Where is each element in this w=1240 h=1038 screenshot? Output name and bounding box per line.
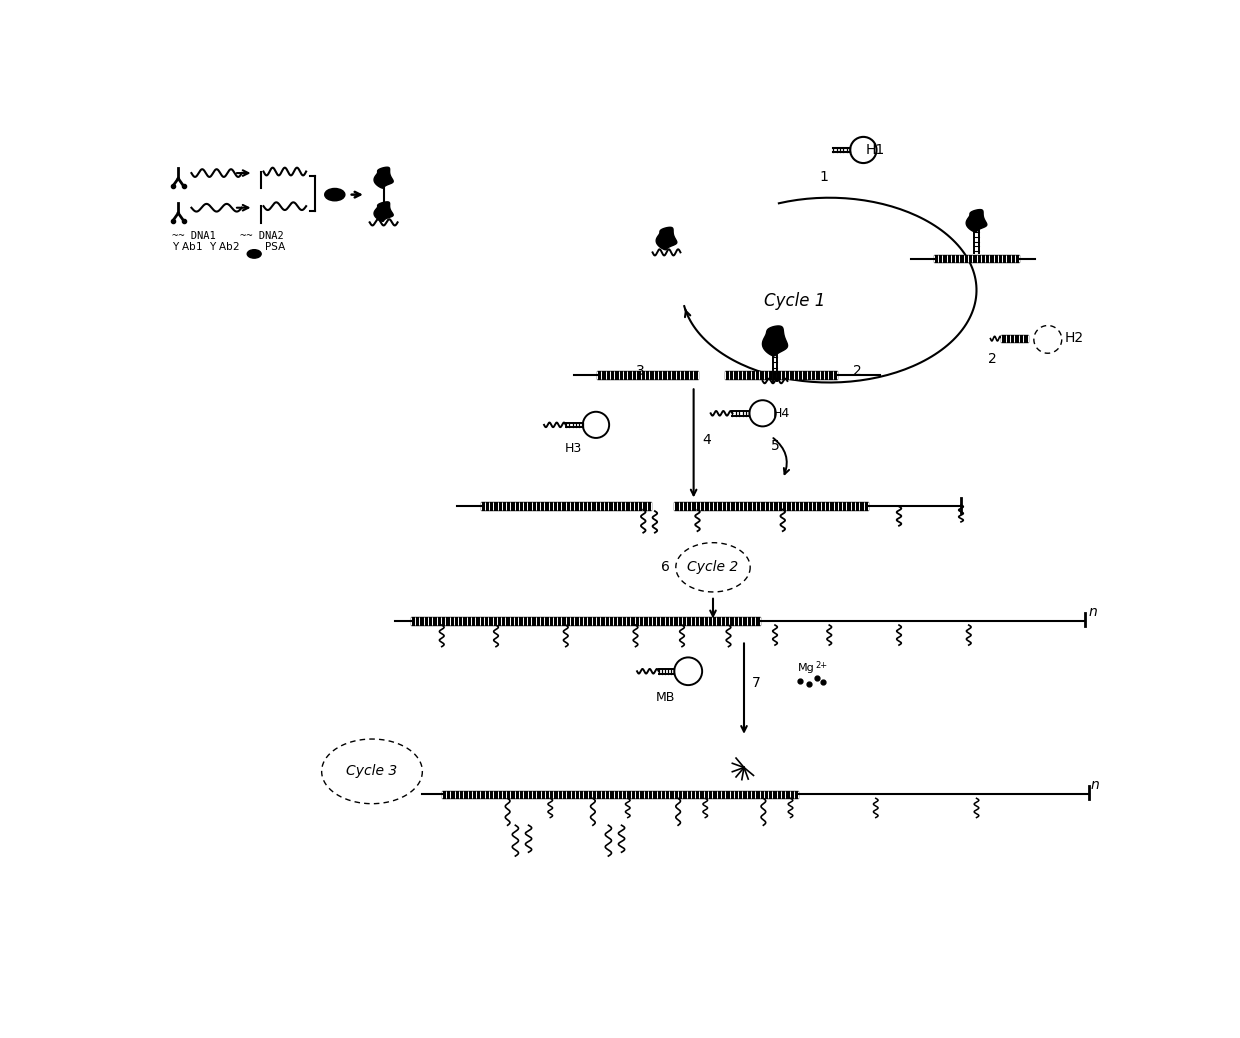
Polygon shape — [410, 618, 759, 625]
Text: H2: H2 — [1065, 331, 1084, 346]
Text: ~~ DNA1: ~~ DNA1 — [172, 230, 216, 241]
Text: MB: MB — [655, 690, 675, 704]
Text: 2+: 2+ — [816, 661, 827, 671]
Polygon shape — [763, 326, 787, 356]
Text: Cycle 3: Cycle 3 — [346, 764, 398, 778]
Polygon shape — [656, 227, 677, 250]
Text: 2: 2 — [988, 352, 997, 366]
Text: 2: 2 — [853, 363, 862, 378]
Polygon shape — [675, 501, 868, 510]
Text: 5: 5 — [771, 438, 780, 453]
Polygon shape — [724, 371, 837, 379]
Polygon shape — [441, 791, 799, 798]
Text: 4: 4 — [702, 433, 711, 447]
Text: $\Upsilon$ Ab1: $\Upsilon$ Ab1 — [172, 240, 203, 252]
Text: PSA: PSA — [265, 242, 285, 252]
Text: ~~ DNA2: ~~ DNA2 — [241, 230, 284, 241]
Polygon shape — [1002, 335, 1028, 343]
Polygon shape — [374, 167, 393, 188]
Text: n: n — [1090, 778, 1099, 792]
Text: Cycle 1: Cycle 1 — [764, 292, 825, 309]
Text: Cycle 2: Cycle 2 — [687, 561, 739, 574]
Ellipse shape — [325, 189, 345, 200]
Text: n: n — [1089, 605, 1097, 619]
Polygon shape — [481, 501, 651, 510]
Text: 6: 6 — [661, 561, 670, 574]
Text: Mg: Mg — [799, 663, 815, 674]
Polygon shape — [596, 371, 697, 379]
Text: $\Upsilon$ Ab2: $\Upsilon$ Ab2 — [210, 240, 241, 252]
Polygon shape — [374, 201, 393, 221]
Text: 7: 7 — [751, 676, 760, 689]
Text: H1: H1 — [866, 143, 885, 157]
Text: 1: 1 — [820, 170, 828, 184]
Text: H4: H4 — [773, 407, 790, 420]
Polygon shape — [934, 254, 1019, 263]
Text: 3: 3 — [635, 363, 645, 378]
Text: H3: H3 — [565, 442, 582, 455]
Ellipse shape — [247, 250, 262, 258]
Polygon shape — [966, 210, 987, 233]
